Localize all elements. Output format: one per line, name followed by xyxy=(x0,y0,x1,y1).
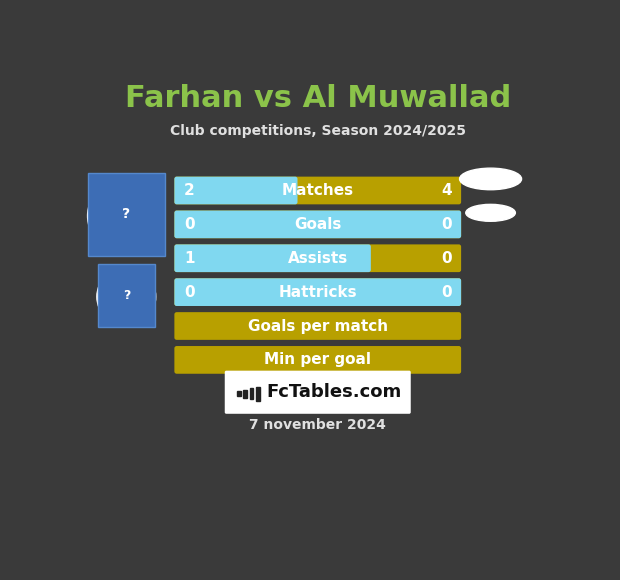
FancyBboxPatch shape xyxy=(174,211,461,238)
Text: FcTables.com: FcTables.com xyxy=(267,383,402,401)
FancyBboxPatch shape xyxy=(174,312,461,340)
Ellipse shape xyxy=(459,168,521,190)
Text: Club competitions, Season 2024/2025: Club competitions, Season 2024/2025 xyxy=(170,124,466,138)
Text: ?: ? xyxy=(123,289,130,302)
Text: Hattricks: Hattricks xyxy=(278,285,357,300)
Bar xyxy=(243,390,247,398)
Text: 0: 0 xyxy=(441,285,452,300)
FancyBboxPatch shape xyxy=(224,371,410,414)
FancyBboxPatch shape xyxy=(174,177,461,204)
FancyBboxPatch shape xyxy=(174,278,461,306)
Text: Farhan vs Al Muwallad: Farhan vs Al Muwallad xyxy=(125,84,511,113)
Text: Goals per match: Goals per match xyxy=(247,318,388,333)
Text: ?: ? xyxy=(122,208,130,222)
Text: Min per goal: Min per goal xyxy=(264,353,371,367)
Text: 4: 4 xyxy=(441,183,452,198)
FancyBboxPatch shape xyxy=(174,244,371,272)
Text: 0: 0 xyxy=(441,251,452,266)
Text: 0: 0 xyxy=(184,217,195,232)
Text: Assists: Assists xyxy=(288,251,348,266)
FancyBboxPatch shape xyxy=(174,244,461,272)
Circle shape xyxy=(87,177,165,255)
Text: 7 november 2024: 7 november 2024 xyxy=(249,418,386,432)
Text: Matches: Matches xyxy=(281,183,354,198)
FancyBboxPatch shape xyxy=(174,211,461,238)
Bar xyxy=(249,389,254,399)
Text: 0: 0 xyxy=(441,217,452,232)
Text: 0: 0 xyxy=(184,285,195,300)
Text: Goals: Goals xyxy=(294,217,342,232)
Ellipse shape xyxy=(466,204,515,222)
FancyBboxPatch shape xyxy=(174,177,298,204)
FancyBboxPatch shape xyxy=(174,346,461,374)
Bar xyxy=(237,392,241,396)
Circle shape xyxy=(97,267,156,326)
Text: 1: 1 xyxy=(184,251,194,266)
Bar xyxy=(255,387,260,401)
Text: 2: 2 xyxy=(184,183,195,198)
FancyBboxPatch shape xyxy=(174,278,461,306)
